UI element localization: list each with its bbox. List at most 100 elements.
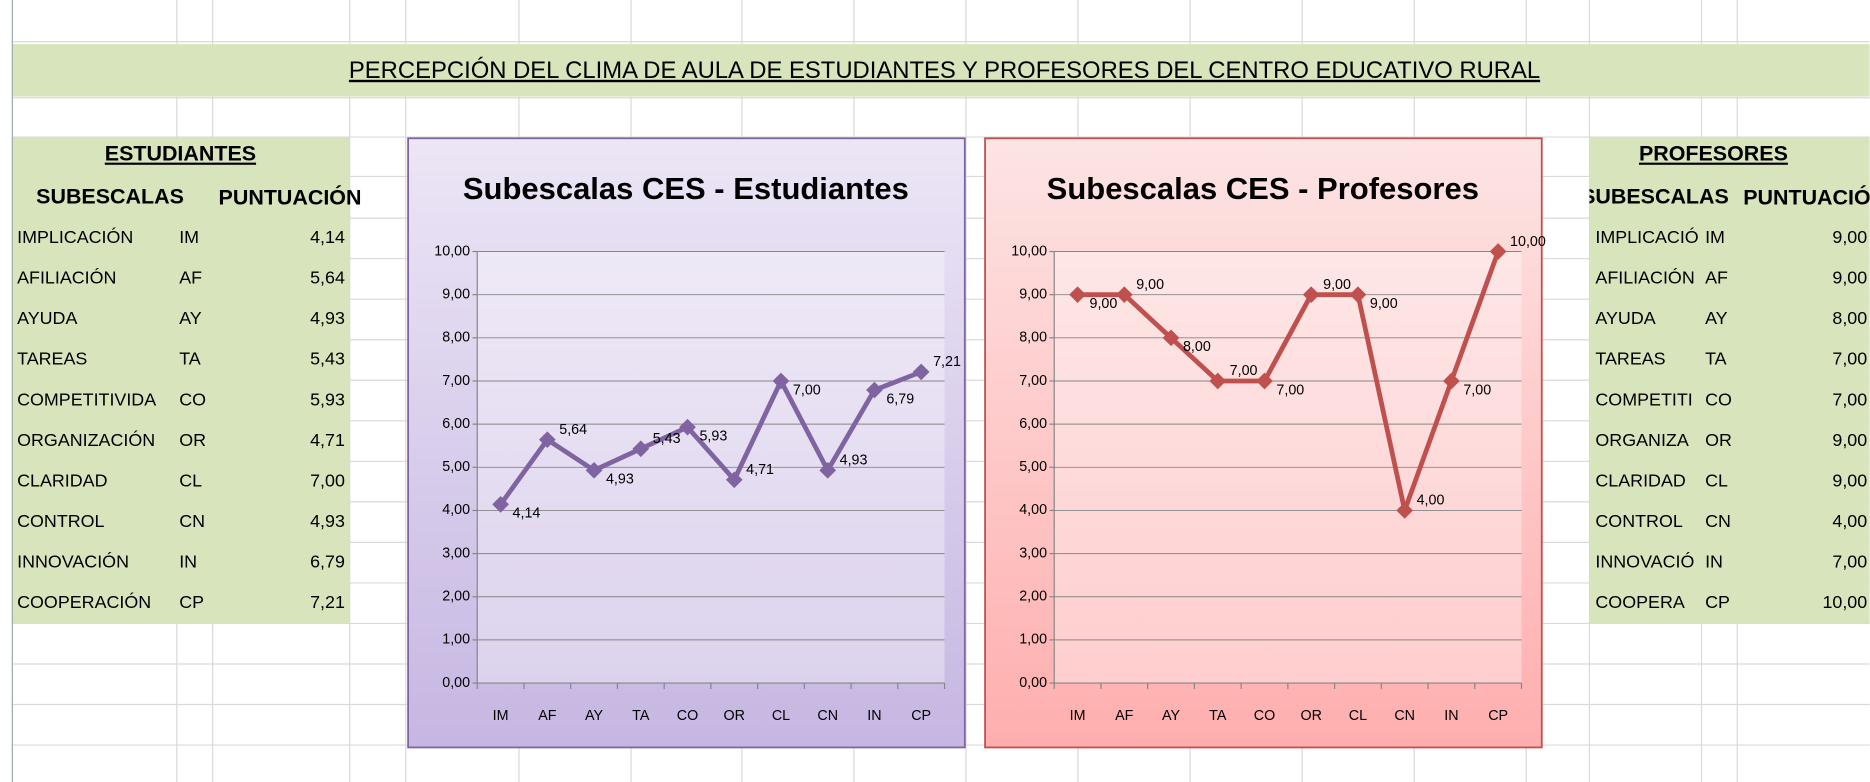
cell-code: IM bbox=[1705, 227, 1725, 247]
table: PROFESORES SUBESCALAS PUNTUACIÓN IMPLICACIÓ… bbox=[1581, 142, 1869, 612]
chart-title: Subescalas CES - Profesores bbox=[1047, 171, 1479, 206]
cell-name: INNOVACIÓN bbox=[17, 550, 129, 571]
y-tick-label: 2,00 bbox=[442, 589, 470, 605]
cell-score: 4,14 bbox=[310, 227, 345, 247]
x-tick-label: AF bbox=[538, 708, 557, 724]
column-header: SUBESCALAS bbox=[1581, 185, 1729, 209]
cell-name: COMPETITI bbox=[1595, 389, 1692, 409]
data-label: 4,93 bbox=[840, 453, 868, 469]
table-heading: ESTUDIANTES bbox=[105, 142, 256, 166]
cell-name: AYUDA bbox=[17, 308, 77, 328]
x-tick-label: AY bbox=[1162, 708, 1180, 724]
cell-score: 6,79 bbox=[310, 551, 345, 571]
x-tick-label: CL bbox=[772, 708, 790, 724]
cell-code: AY bbox=[1705, 308, 1728, 328]
x-tick-label: CO bbox=[1254, 708, 1275, 724]
marker bbox=[1489, 243, 1507, 260]
cell-code: OR bbox=[179, 430, 206, 450]
data-label: 5,93 bbox=[699, 428, 727, 444]
data-label: 4,93 bbox=[606, 472, 634, 488]
y-tick-label: 5,00 bbox=[442, 459, 470, 475]
data-label: 9,00 bbox=[1136, 277, 1164, 293]
cell-code: CP bbox=[179, 592, 204, 612]
cell-score: 7,00 bbox=[310, 470, 345, 490]
cell-score: 9,00 bbox=[1832, 430, 1867, 450]
marker bbox=[912, 363, 930, 381]
data-label: 7,00 bbox=[1276, 382, 1304, 398]
sheet-title: PERCEPCIÓN DEL CLIMA DE AULA DE ESTUDIAN… bbox=[349, 57, 1540, 84]
cell-name: INNOVACIÓ bbox=[1595, 550, 1694, 571]
x-tick-label: IN bbox=[867, 708, 881, 724]
cell-score: 9,00 bbox=[1832, 268, 1867, 288]
title-band bbox=[12, 44, 1870, 97]
cell-name: ORGANIZA bbox=[1595, 430, 1688, 450]
x-tick-label: AY bbox=[585, 708, 603, 724]
data-label: 4,00 bbox=[1417, 493, 1445, 509]
cell-name: COMPETITIVIDA bbox=[17, 389, 156, 409]
marker bbox=[1349, 286, 1367, 304]
y-tick-label: 9,00 bbox=[1019, 286, 1047, 302]
data-label: 7,00 bbox=[1230, 363, 1258, 379]
cell-score: 7,00 bbox=[1832, 389, 1867, 409]
y-tick-label: 3,00 bbox=[442, 545, 470, 561]
y-tick-label: 1,00 bbox=[1019, 632, 1047, 648]
y-tick-label: 4,00 bbox=[1019, 502, 1047, 518]
data-label: 5,43 bbox=[653, 431, 681, 447]
y-tick-label: 3,00 bbox=[1019, 545, 1047, 561]
y-tick-label: 6,00 bbox=[1019, 416, 1047, 432]
x-tick-label: CP bbox=[1488, 708, 1508, 724]
y-tick-label: 8,00 bbox=[442, 330, 470, 346]
cell-score: 7,00 bbox=[1832, 551, 1867, 571]
cell-code: IN bbox=[1705, 551, 1723, 571]
x-tick-label: OR bbox=[724, 708, 745, 724]
cell-code: CN bbox=[1705, 511, 1731, 531]
x-tick-label: TA bbox=[1209, 708, 1227, 724]
cell-code: CL bbox=[179, 470, 202, 490]
data-label: 7,00 bbox=[793, 382, 821, 398]
chart-area bbox=[984, 137, 1543, 749]
x-tick-label: IM bbox=[493, 708, 509, 724]
cell-name: AYUDA bbox=[1595, 308, 1655, 328]
x-tick-label: CN bbox=[1394, 708, 1415, 724]
y-tick-label: 4,00 bbox=[442, 502, 470, 518]
cell-name: IMPLICACIÓN bbox=[17, 226, 133, 247]
x-tick-label: CP bbox=[911, 708, 931, 724]
chart-area bbox=[407, 137, 966, 749]
cell-score: 5,43 bbox=[310, 349, 345, 369]
cell-code: IM bbox=[179, 227, 199, 247]
data-line bbox=[498, 369, 923, 506]
chart-title: Subescalas CES - Estudiantes bbox=[463, 171, 909, 206]
cell-code: IN bbox=[179, 551, 197, 571]
cell-code: AY bbox=[179, 308, 202, 328]
y-tick-label: 8,00 bbox=[1019, 330, 1047, 346]
cell-score: 4,93 bbox=[310, 511, 345, 531]
cell-code: CO bbox=[1705, 389, 1732, 409]
x-tick-label: OR bbox=[1300, 708, 1321, 724]
table-heading: PROFESORES bbox=[1639, 142, 1788, 166]
cell-code: CO bbox=[179, 389, 206, 409]
x-tick-label: AF bbox=[1115, 708, 1134, 724]
data-label: 8,00 bbox=[1183, 339, 1211, 355]
marker bbox=[1302, 286, 1320, 304]
cell-name: COOPERA bbox=[1595, 592, 1684, 612]
cell-code: AF bbox=[179, 268, 202, 288]
column-header: SUBESCALAS bbox=[36, 185, 184, 209]
table-bg bbox=[1589, 137, 1870, 624]
column-header: PUNTUACIÓN bbox=[219, 185, 362, 210]
cell-name: CONTROL bbox=[17, 511, 104, 531]
y-tick-label: 0,00 bbox=[1019, 675, 1047, 691]
cell-code: TA bbox=[179, 349, 201, 369]
cell-name: TAREAS bbox=[17, 349, 87, 369]
x-tick-label: CO bbox=[677, 708, 698, 724]
data-label: 9,00 bbox=[1370, 296, 1398, 312]
data-label: 4,71 bbox=[746, 462, 774, 478]
cell-name: CLARIDAD bbox=[17, 470, 107, 490]
cell-code: OR bbox=[1705, 430, 1732, 450]
cell-score: 8,00 bbox=[1832, 308, 1867, 328]
content: ESTUDIANTES SUBESCALAS PUNTUACIÓN IMPLICACI… bbox=[17, 137, 1870, 749]
y-tick-label: 7,00 bbox=[1019, 373, 1047, 389]
cell-code: TA bbox=[1705, 349, 1727, 369]
cell-score: 10,00 bbox=[1822, 592, 1867, 612]
data-label: 4,14 bbox=[513, 506, 541, 522]
